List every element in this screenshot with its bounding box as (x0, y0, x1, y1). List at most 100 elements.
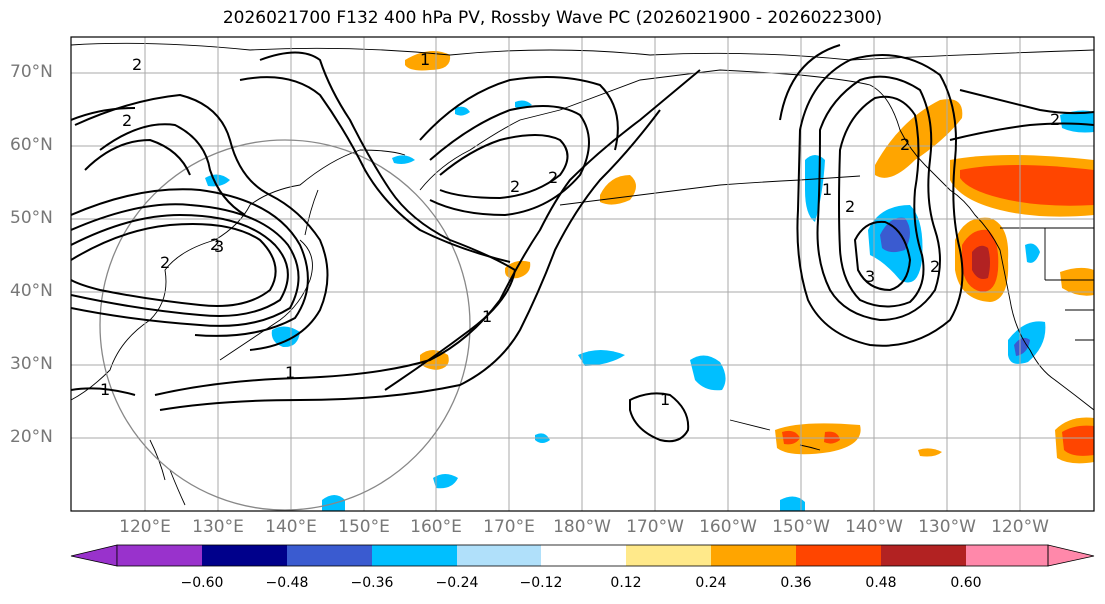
contour-label: 2 (160, 253, 170, 272)
colorbar-tick: −0.60 (180, 575, 224, 591)
anomaly-blob (392, 155, 415, 164)
pv-contour (816, 75, 941, 322)
lon-label: 140°W (845, 517, 903, 537)
pv-contour (429, 105, 590, 217)
anomaly-blob (1062, 425, 1094, 456)
lon-label: 160°W (699, 517, 757, 537)
colorbar-tick: 0.24 (695, 575, 727, 591)
colorbar-tick: 0.36 (780, 575, 812, 591)
lon-label: 170°E (483, 517, 535, 537)
anomaly-blob (960, 165, 1094, 206)
lon-label: 120°E (119, 517, 171, 537)
pv-contour (838, 95, 925, 308)
pv-contour (99, 123, 246, 216)
lon-label: 180°W (553, 517, 611, 537)
lon-label: 150°E (338, 517, 390, 537)
contour-label: 2 (1050, 110, 1060, 129)
anomaly-blob (775, 423, 861, 455)
anomaly-blob (690, 355, 726, 391)
coastline-aleutians (559, 175, 861, 206)
colorbar-segment (287, 545, 372, 566)
contour-label: 2 (210, 235, 220, 254)
anomaly-blob (505, 260, 531, 279)
pv-contour (259, 51, 516, 271)
anomaly-blob (600, 175, 636, 205)
pv-contour (629, 392, 690, 443)
coastline-asia (71, 149, 406, 401)
colorbar-segment (711, 545, 796, 566)
pv-contour (154, 69, 701, 396)
contour-label: 1 (285, 363, 295, 382)
contour-label: 1 (660, 390, 670, 409)
contour-label: 2 (900, 135, 910, 154)
colorbar-tick: −0.24 (435, 575, 479, 591)
coastline-alaska (559, 69, 1094, 411)
lon-label: 150°W (772, 517, 830, 537)
lon-label: 170°W (626, 517, 684, 537)
colorbar-tick: −0.36 (350, 575, 394, 591)
contour-label: 2 (510, 177, 520, 196)
anomaly-blob (455, 106, 470, 116)
anomaly-blob (972, 245, 990, 279)
lon-label: 140°E (265, 517, 317, 537)
pv-contour (239, 76, 511, 263)
lat-label-60n: 60°N (10, 135, 53, 155)
colorbar-segment (626, 545, 711, 566)
pv-contour (84, 138, 191, 176)
map-frame (70, 36, 1095, 512)
positive-anomalies (405, 51, 1094, 464)
lon-label: 130°E (192, 517, 244, 537)
coastline-japan (219, 189, 319, 361)
coastline-hawaii (729, 419, 821, 451)
colorbar-segment (372, 545, 457, 566)
anomaly-blob (918, 448, 942, 457)
pv-contour (71, 387, 136, 396)
colorbar (70, 544, 1095, 567)
coastline-arctic (71, 42, 1094, 61)
pv-contour (71, 223, 277, 307)
anomaly-blob (1025, 243, 1040, 263)
colorbar-tick: −0.12 (519, 575, 563, 591)
anomaly-blob (1060, 110, 1094, 133)
pv-contour (949, 122, 1094, 141)
colorbar-tick: 0.12 (610, 575, 642, 591)
anomaly-blob (433, 474, 458, 489)
anomaly-blob (880, 217, 910, 253)
lat-label-20n: 20°N (10, 427, 53, 447)
contour-label: 1 (482, 307, 492, 326)
colorbar-segment (966, 545, 1048, 566)
pv-contour (71, 203, 300, 327)
contour-label: 2 (845, 197, 855, 216)
colorbar-segment (117, 545, 202, 566)
colorbar-arrow-left (70, 544, 118, 567)
pv-contour (71, 107, 136, 121)
anomaly-blob (578, 350, 625, 366)
map-title: 2026021700 F132 400 hPa PV, Rossby Wave … (222, 8, 883, 28)
colorbar-segment (796, 545, 881, 566)
boundaries-northamerica (1000, 227, 1094, 341)
anomaly-blob (1060, 267, 1094, 296)
contour-label: 2 (122, 111, 132, 130)
colorbar-segment (457, 545, 541, 566)
colorbar-segment (541, 545, 626, 566)
contour-label: 2 (548, 168, 558, 187)
lon-label: 160°E (410, 517, 462, 537)
contour-label: 1 (420, 50, 430, 69)
lon-label: 120°W (991, 517, 1049, 537)
colorbar-frame (116, 544, 1049, 567)
reference-circle (99, 139, 471, 511)
colorbar-segment (202, 545, 287, 566)
contour-label: 1 (100, 380, 110, 399)
lat-label-70n: 70°N (10, 62, 53, 82)
contour-label: 3 (865, 267, 875, 286)
pv-contour (853, 220, 912, 292)
pv-contour (796, 54, 964, 347)
colorbar-tick: −0.48 (265, 575, 309, 591)
pv-contour (439, 134, 569, 200)
colorbar-tick: 0.60 (950, 575, 982, 591)
lat-label-40n: 40°N (10, 281, 53, 301)
lon-label: 130°W (918, 517, 976, 537)
anomaly-blob (1014, 337, 1030, 356)
pv-contour (779, 44, 1094, 121)
